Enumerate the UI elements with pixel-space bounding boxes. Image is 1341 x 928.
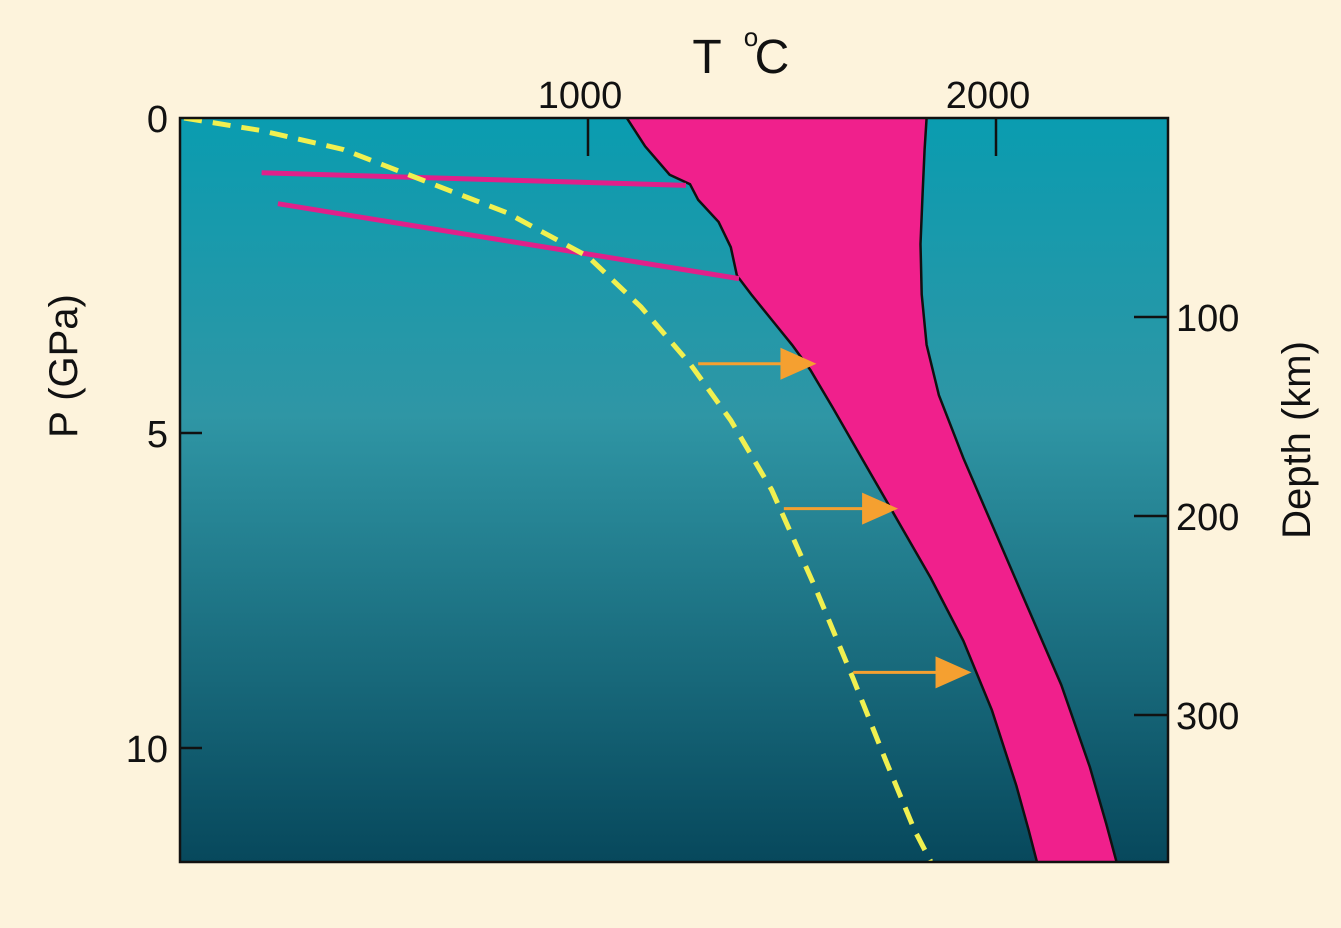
melt-region <box>626 118 1117 862</box>
y-axis-title: P (GPa) <box>42 294 86 438</box>
y-tick-label: 0 <box>147 99 168 141</box>
arrows-group <box>698 347 972 689</box>
magenta-line-lower <box>277 201 740 282</box>
plot-frame <box>178 116 1170 864</box>
magenta-line-upper <box>261 170 686 188</box>
x-axis-title: T <box>692 31 721 84</box>
x-tick-label: 2000 <box>946 75 1031 117</box>
arrow-head-1 <box>780 347 817 380</box>
x-axis-unit: C <box>755 31 790 84</box>
y-tick-label: 10 <box>126 729 168 771</box>
x-tick-label: 1000 <box>538 75 623 117</box>
arrow-head-3 <box>935 656 972 689</box>
depth-tick-label: 200 <box>1176 497 1239 539</box>
arrow-head-2 <box>862 492 899 525</box>
x-axis-degree: o <box>744 22 758 52</box>
solidus-line <box>625 118 1039 862</box>
depth-axis-title: Depth (km) <box>1275 341 1319 539</box>
axis-ticks: 1000 2000 0 5 10 100 200 300 <box>126 75 1240 771</box>
y-tick-label: 5 <box>147 414 168 456</box>
geotherm-line <box>183 118 933 862</box>
depth-tick-label: 300 <box>1176 696 1239 738</box>
liquidus-line <box>919 118 1118 862</box>
depth-tick-label: 100 <box>1176 298 1239 340</box>
